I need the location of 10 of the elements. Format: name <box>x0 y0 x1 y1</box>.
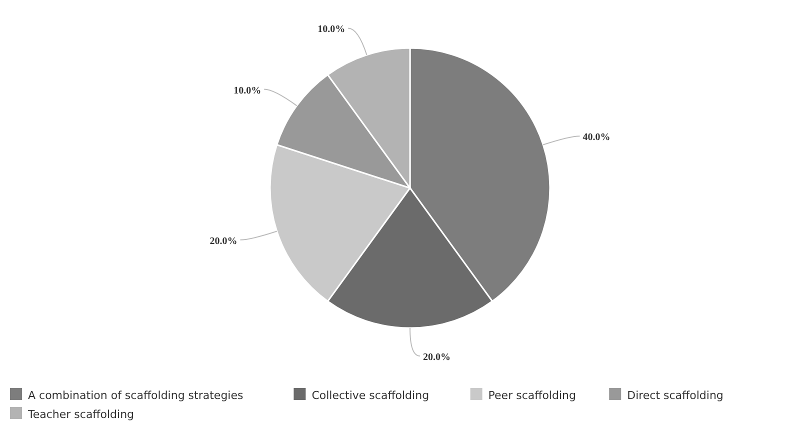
data-label: 10.0% <box>234 85 262 96</box>
data-label: 20.0% <box>210 236 238 247</box>
legend-label: A combination of scaffolding strategies <box>28 389 244 402</box>
legend-label: Collective scaffolding <box>312 389 430 402</box>
legend-label: Peer scaffolding <box>488 389 576 402</box>
data-label: 20.0% <box>423 352 450 363</box>
data-label: 40.0% <box>582 132 610 144</box>
data-label: 10.0% <box>318 24 346 36</box>
legend-label: Teacher scaffolding <box>27 408 134 421</box>
legend-label: Direct scaffolding <box>627 389 724 402</box>
